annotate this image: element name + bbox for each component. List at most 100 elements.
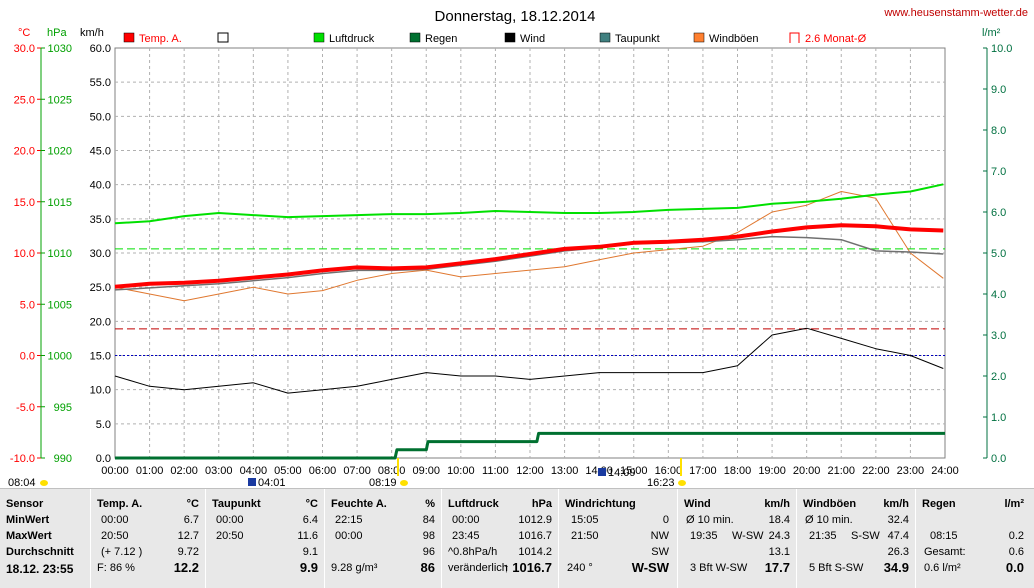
dir-max-val: NW	[650, 530, 669, 542]
rain-tick-4: 6.0	[991, 207, 1006, 219]
temp-avg-note: (+ 7.12 )	[101, 546, 143, 558]
gust-min-label: Ø 10 min.	[805, 514, 853, 526]
x-tick-1: 01:00	[136, 465, 164, 477]
site-label: www.heusenstamm-wetter.de	[883, 7, 1028, 19]
hum-cur-note: 9.28 g/m³	[331, 562, 378, 574]
hum-min-val: 84	[422, 514, 435, 526]
gust-title: Windböen	[803, 498, 857, 510]
wind-cur-val: 17.7	[764, 560, 790, 575]
wind-tick-2: 50.0	[90, 111, 111, 123]
unit-pressure-label: hPa	[47, 27, 67, 39]
x-tick-20: 20:00	[793, 465, 821, 477]
legend-label-3: Regen	[425, 33, 457, 45]
rain-unit: l/m²	[1004, 498, 1024, 510]
chart-title: Donnerstag, 18.12.2014	[435, 8, 596, 25]
label-date: 18.12. 23:55	[6, 562, 74, 576]
moon-icon	[248, 478, 256, 486]
temp-tick-6: 0.0	[20, 351, 35, 363]
x-tick-16: 16:00	[655, 465, 683, 477]
series-luftdruck	[114, 183, 944, 225]
rain-tick-1: 9.0	[991, 84, 1006, 96]
pressure-tick-3: 1015	[48, 197, 72, 209]
x-tick-7: 07:00	[343, 465, 371, 477]
rain-tick-0: 10.0	[991, 43, 1012, 55]
rain-tick-2: 8.0	[991, 125, 1006, 137]
unit-rain-label: l/m²	[982, 27, 1001, 39]
temp-tick-2: 20.0	[14, 146, 35, 158]
moonset-icon	[598, 468, 606, 476]
rain-cur-note: 0.6 l/m²	[924, 562, 961, 574]
series-wind	[114, 327, 944, 394]
x-tick-3: 03:00	[205, 465, 233, 477]
x-tick-15: 15:00	[620, 465, 648, 477]
temp-tick-4: 10.0	[14, 248, 35, 260]
rain-tick-6: 4.0	[991, 289, 1006, 301]
col-humidity: Feuchte A. % 22:15 84 00:00 98 96 9.28 g…	[325, 489, 441, 588]
legend-swatch-6	[693, 32, 705, 43]
series-group	[114, 183, 945, 460]
dew-min-time: 00:00	[216, 514, 244, 526]
grid	[114, 47, 946, 459]
legend-swatch-7	[789, 32, 800, 43]
rain-title: Regen	[922, 498, 956, 510]
dir-min-val: 0	[662, 514, 669, 526]
temp-unit: °C	[186, 498, 199, 510]
dew-title: Taupunkt	[212, 498, 261, 510]
hum-max-val: 98	[422, 530, 435, 542]
rain-tick-8: 2.0	[991, 371, 1006, 383]
legend-label-5: Taupunkt	[615, 33, 660, 45]
legend-label-4: Wind	[520, 33, 545, 45]
wind-tick-3: 45.0	[90, 146, 111, 158]
gust-unit: km/h	[883, 498, 909, 510]
rain-tick-10: 0.0	[991, 453, 1006, 465]
x-tick-18: 18:00	[724, 465, 752, 477]
unit-wind-label: km/h	[80, 27, 104, 39]
wind-tick-1: 55.0	[90, 77, 111, 89]
col-temp: Temp. A. °C 00:00 6.7 20:50 12.7 (+ 7.12…	[91, 489, 205, 588]
temp-min-val: 6.7	[183, 514, 199, 526]
pressure-tick-4: 1010	[48, 248, 72, 260]
series-windb-en	[114, 191, 944, 302]
sun-noon-time: 08:19	[369, 477, 397, 488]
x-tick-8: 08:00	[378, 465, 406, 477]
col-gusts: Windböen km/h Ø 10 min. 32.4 21:35 S-SW …	[797, 489, 915, 588]
wind-cur-note: 3 Bft W-SW	[690, 562, 748, 574]
gust-cur-note: 5 Bft S-SW	[809, 562, 864, 574]
series-taupunkt	[114, 235, 944, 291]
x-tick-5: 05:00	[274, 465, 302, 477]
press-min-val: 1012.9	[518, 514, 552, 526]
legend-swatch-3	[409, 32, 421, 43]
sunset-time: 16:23	[647, 477, 675, 488]
legend-swatch-4	[504, 32, 516, 43]
temp-cur-note: F: 86 %	[97, 562, 135, 574]
temp-tick-3: 15.0	[14, 197, 35, 209]
sunset-icon	[678, 480, 686, 486]
x-tick-17: 17:00	[689, 465, 717, 477]
wind-tick-10: 10.0	[90, 385, 111, 397]
press-unit: hPa	[531, 498, 552, 510]
legend-label-6: Windböen	[709, 33, 759, 45]
dew-cur-val: 9.9	[299, 560, 318, 575]
rain-total-label: Gesamt:	[924, 546, 966, 558]
dew-max-time: 20:50	[216, 530, 244, 542]
series-regen	[115, 431, 945, 460]
gust-min-val: 32.4	[887, 514, 909, 526]
press-cur-note: veränderlich	[448, 562, 508, 574]
temp-min-time: 00:00	[101, 514, 129, 526]
hum-max-time: 00:00	[335, 530, 363, 542]
gust-max-val: 47.4	[887, 530, 909, 542]
dew-unit: °C	[305, 498, 318, 510]
wind-tick-7: 25.0	[90, 282, 111, 294]
col-dew: Taupunkt °C 00:00 6.4 20:50 11.6 9.1 9.9	[206, 489, 324, 588]
pressure-tick-1: 1025	[48, 94, 72, 106]
temp-tick-5: 5.0	[20, 299, 35, 311]
press-avg-val: 1014.2	[518, 546, 552, 558]
gust-cur-val: 34.9	[883, 560, 909, 575]
wind-avg-val: 13.1	[768, 546, 790, 558]
press-trend-arrow: ↑	[503, 560, 510, 575]
wind-tick-8: 20.0	[90, 316, 111, 328]
x-tick-19: 19:00	[758, 465, 786, 477]
x-axis-labels: 00:00 01:00 02:00 03:00 04:00 05:00 06:00 07:00…	[101, 465, 959, 477]
unit-temp-label: °C	[18, 27, 30, 39]
x-tick-0: 00:00	[101, 465, 129, 477]
